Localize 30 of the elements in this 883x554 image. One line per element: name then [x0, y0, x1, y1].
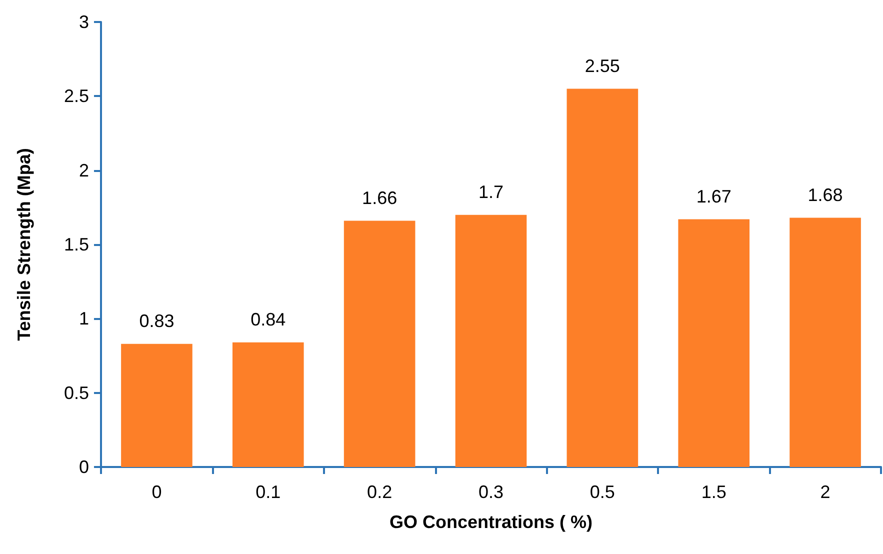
data-label: 1.68 [808, 184, 843, 205]
y-axis-title: Tensile Strength (Mpa) [14, 148, 34, 341]
bar [344, 220, 416, 467]
y-tick-label: 0 [78, 457, 89, 477]
y-tick-label: 2.5 [64, 86, 89, 106]
bar [232, 342, 304, 467]
x-tick-label: 0.3 [478, 482, 504, 502]
x-tick-label: 0.2 [367, 482, 392, 502]
x-tick-label: 1.5 [701, 482, 726, 502]
y-tick-label: 1 [78, 308, 89, 329]
y-tick-label: 3 [78, 12, 89, 32]
y-tick-label: 1.5 [64, 234, 89, 254]
data-label: 1.67 [696, 186, 732, 206]
y-tick-label: 2 [78, 160, 89, 180]
x-tick-label: 0.1 [256, 482, 281, 502]
bar [678, 219, 750, 467]
bar [121, 344, 192, 467]
data-label: 1.7 [478, 182, 504, 202]
x-tick-label: 0.5 [590, 482, 615, 502]
data-label: 0.84 [250, 309, 286, 330]
bar [566, 88, 638, 467]
data-label: 0.83 [139, 310, 174, 331]
bar [455, 214, 527, 467]
data-label: 1.66 [362, 188, 398, 208]
x-axis-title: GO Concentrations ( %) [389, 512, 593, 532]
x-tick-label: 0 [152, 482, 162, 502]
y-tick-label: 0.5 [64, 382, 89, 403]
x-tick-label: 2 [820, 482, 830, 502]
bar [790, 218, 861, 467]
data-label: 2.55 [584, 56, 620, 76]
